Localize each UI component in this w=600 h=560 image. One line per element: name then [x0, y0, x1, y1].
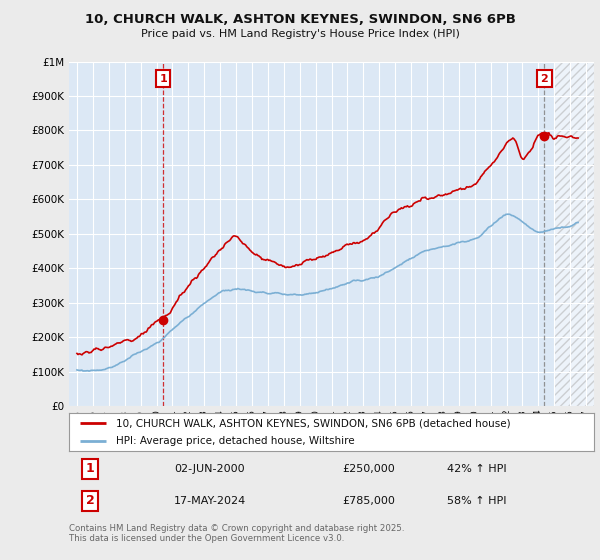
Bar [554, 62, 594, 406]
Text: 10, CHURCH WALK, ASHTON KEYNES, SWINDON, SN6 6PB: 10, CHURCH WALK, ASHTON KEYNES, SWINDON,… [85, 13, 515, 26]
Text: 2: 2 [86, 494, 94, 507]
Text: £250,000: £250,000 [342, 464, 395, 474]
Text: 02-JUN-2000: 02-JUN-2000 [174, 464, 245, 474]
Text: 17-MAY-2024: 17-MAY-2024 [174, 496, 246, 506]
Text: 10, CHURCH WALK, ASHTON KEYNES, SWINDON, SN6 6PB (detached house): 10, CHURCH WALK, ASHTON KEYNES, SWINDON,… [116, 418, 511, 428]
Text: HPI: Average price, detached house, Wiltshire: HPI: Average price, detached house, Wilt… [116, 436, 355, 446]
Text: 58% ↑ HPI: 58% ↑ HPI [447, 496, 506, 506]
Text: Price paid vs. HM Land Registry's House Price Index (HPI): Price paid vs. HM Land Registry's House … [140, 29, 460, 39]
Text: 42% ↑ HPI: 42% ↑ HPI [447, 464, 506, 474]
Text: Contains HM Land Registry data © Crown copyright and database right 2025.
This d: Contains HM Land Registry data © Crown c… [69, 524, 404, 543]
Text: £785,000: £785,000 [342, 496, 395, 506]
Text: 2: 2 [541, 74, 548, 84]
Text: 1: 1 [160, 74, 167, 84]
Text: 1: 1 [86, 463, 94, 475]
